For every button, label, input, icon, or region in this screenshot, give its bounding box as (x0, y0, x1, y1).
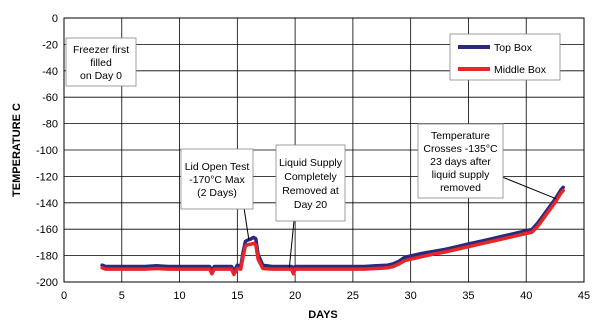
legend-label: Middle Box (494, 64, 547, 76)
legend: Top Box Middle Box (449, 33, 561, 81)
plot-frame (63, 17, 585, 283)
x-tick-label: 10 (173, 290, 185, 302)
y-tick-label: -140 (36, 198, 58, 210)
y-tick-labels: 0 -20 -40 -60 -80 -100 -120 -140 -160 -180 -200 (36, 13, 58, 289)
annotation-text: Removed at (282, 185, 339, 197)
x-tick-label: 5 (119, 290, 125, 302)
x-tick-label: 20 (289, 290, 301, 302)
annotation-text: Freezer first (73, 44, 129, 56)
x-tick-label: 15 (231, 290, 243, 302)
y-tick-label: -60 (42, 92, 58, 104)
y-tick-label: 0 (52, 13, 58, 25)
annotation-box (65, 37, 137, 87)
annotation-box (417, 123, 504, 199)
annotation-text: filled (90, 57, 112, 69)
y-tick-label: -20 (42, 39, 58, 51)
x-tick-label: 30 (405, 290, 417, 302)
x-tick-label: 35 (462, 290, 474, 302)
annotation-text: Lid Open Test (185, 161, 250, 173)
x-axis-title: DAYS (308, 309, 338, 321)
annotation-text: (2 Days) (197, 187, 237, 199)
y-tick-label: -100 (36, 145, 58, 157)
y-tick-label: -160 (36, 224, 58, 236)
annotation-text: Liquid Supply (279, 157, 343, 169)
y-tick-label: -40 (42, 66, 58, 78)
series-lines (100, 185, 565, 277)
y-tick-label: -80 (42, 119, 58, 131)
annotation-text: Temperature (431, 130, 490, 142)
annotation-text: on Day 0 (80, 70, 122, 82)
y-tick-label: -120 (36, 171, 58, 183)
annotation-arrow (288, 220, 295, 268)
annotation-text: removed (440, 182, 481, 194)
annotation-arrow (502, 176, 557, 200)
x-tick-label: 25 (347, 290, 359, 302)
annotation-box (180, 148, 254, 210)
annotation: Liquid Supply Completely Removed at Day 20 (275, 144, 346, 268)
annotation: Lid Open Test-170°C Max(2 Days) (180, 148, 254, 240)
x-tick-label: 40 (520, 290, 532, 302)
series-line-middle-box (100, 188, 565, 277)
series-line-top-box (100, 185, 565, 274)
legend-label: Top Box (494, 42, 533, 54)
annotation-text: Crosses -135°C (423, 143, 498, 155)
y-axis-title: TEMPERATURE C (11, 103, 23, 197)
x-tick-label: 0 (61, 290, 67, 302)
y-tick-label: -200 (36, 277, 58, 289)
legend-box (449, 33, 561, 81)
annotation-text: 23 days after (430, 156, 491, 168)
annotation-text: Day 20 (294, 199, 327, 211)
annotation-text: -170°C Max (189, 174, 245, 186)
annotation-text: Completely (284, 171, 337, 183)
x-tick-label: 45 (578, 290, 590, 302)
y-tick-label: -180 (36, 251, 58, 263)
annotation-box (275, 144, 346, 222)
annotation-text: liquid supply (432, 169, 491, 181)
x-tick-labels: 0 5 10 15 20 25 30 35 40 45 (61, 290, 590, 302)
